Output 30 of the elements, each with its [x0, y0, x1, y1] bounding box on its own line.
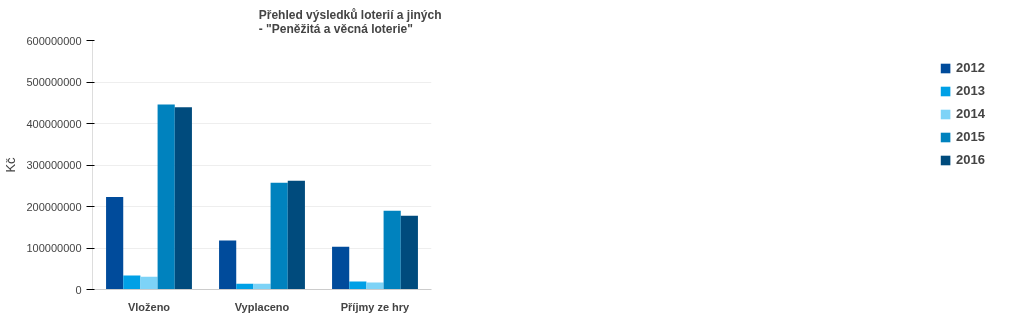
bar	[106, 196, 124, 290]
y-tick-label: 0	[75, 283, 82, 296]
y-tick-label: 500000000	[26, 76, 82, 88]
legend-label: 2014	[956, 106, 985, 121]
bar	[400, 215, 418, 290]
bar	[332, 246, 350, 290]
bar	[157, 104, 175, 290]
chart-title: Přehled výsledků loterií a jiných - "Peněžitá a věcná loterie"	[258, 7, 442, 36]
bar	[383, 210, 401, 290]
bar	[123, 275, 141, 290]
bar	[174, 107, 192, 290]
y-axis-title: Kč	[3, 156, 19, 173]
x-tick-label: Vloženo	[127, 300, 171, 313]
bar	[253, 283, 271, 290]
y-tick-label: 400000000	[26, 117, 82, 130]
bar	[140, 276, 158, 290]
bar	[270, 182, 288, 290]
x-tick-label: Příjmy ze hry	[340, 300, 411, 313]
legend-label: 2015	[956, 129, 985, 144]
legend-label: 2012	[956, 60, 985, 75]
y-tick-label: 600000000	[26, 34, 82, 47]
y-tick-label: 300000000	[26, 159, 82, 171]
y-tick-label: 200000000	[26, 200, 82, 213]
legend-label: 2013	[956, 83, 985, 98]
bar	[219, 240, 237, 290]
bar	[287, 180, 305, 290]
x-tick-label: Vyplaceno	[234, 300, 290, 313]
legend-label: 2016	[956, 152, 985, 167]
bar	[366, 282, 384, 290]
y-tick-label: 100000000	[26, 242, 82, 254]
